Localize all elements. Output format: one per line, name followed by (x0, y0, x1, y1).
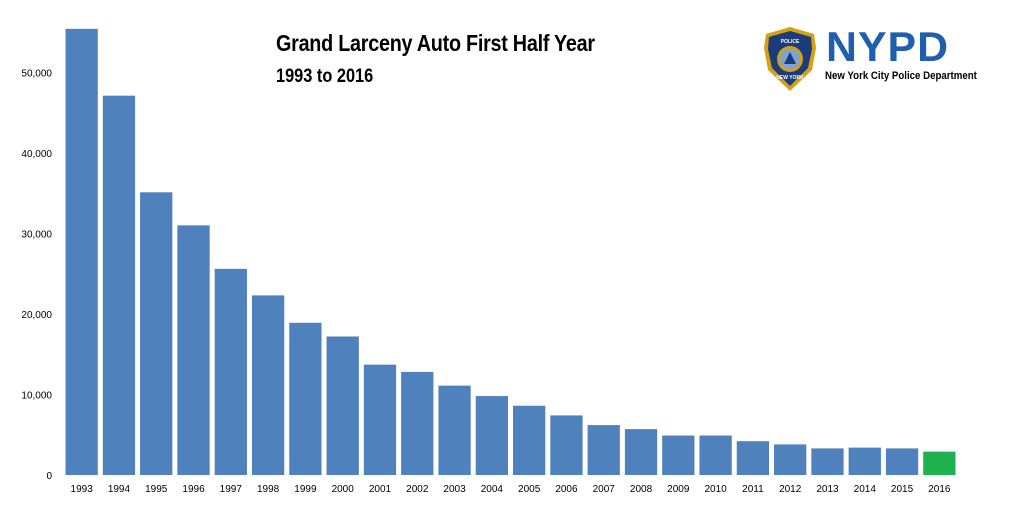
svg-text:POLICE: POLICE (781, 39, 800, 45)
bar-2001 (363, 364, 397, 475)
x-tick-label: 1993 (71, 484, 94, 495)
bar-1993 (65, 28, 98, 476)
bar-2008 (624, 429, 658, 475)
y-tick-label: 0 (46, 471, 52, 482)
nypd-caption: New York City Police Department (825, 70, 977, 82)
bar-2003 (438, 385, 471, 475)
bar-1997 (214, 268, 247, 475)
bar-2005 (513, 405, 546, 475)
svg-text:NEW YORK: NEW YORK (776, 75, 804, 81)
x-tick-label: 2006 (555, 484, 578, 495)
x-tick-label: 2002 (406, 484, 429, 495)
bar-2016 (923, 451, 956, 475)
bars-group (65, 28, 956, 476)
bar-2007 (587, 425, 620, 475)
x-tick-label: 2016 (928, 484, 951, 495)
x-tick-label: 2008 (630, 484, 653, 495)
bar-2010 (699, 435, 732, 475)
y-tick-label: 10,000 (21, 390, 52, 401)
chart-subtitle: 1993 to 2016 (276, 66, 374, 87)
x-tick-label: 1999 (294, 484, 317, 495)
x-tick-label: 1994 (108, 484, 131, 495)
police-badge-icon: POLICE NEW YORK (764, 27, 816, 91)
x-tick-label: 2013 (816, 484, 839, 495)
x-tick-label: 1997 (220, 484, 243, 495)
bar-2015 (885, 448, 919, 475)
bar-1998 (251, 295, 285, 475)
bar-1999 (289, 322, 322, 475)
x-tick-label: 2003 (443, 484, 466, 495)
x-tick-label: 2007 (593, 484, 616, 495)
x-tick-label: 2012 (779, 484, 802, 495)
bar-2000 (326, 336, 359, 475)
x-tick-labels: 1993 1994 1995 1996 1997 1998 1999 2000 2001 2002… (71, 484, 951, 495)
x-tick-label: 1995 (145, 484, 168, 495)
x-tick-label: 1998 (257, 484, 280, 495)
bar-2004 (475, 396, 508, 475)
bar-2009 (662, 435, 695, 475)
x-tick-label: 2010 (704, 484, 727, 495)
y-tick-label: 20,000 (21, 310, 52, 321)
y-tick-label: 50,000 (21, 68, 52, 79)
bar-2012 (774, 444, 807, 475)
x-tick-label: 2000 (332, 484, 355, 495)
x-tick-label: 2011 (742, 484, 764, 495)
bar-2006 (550, 415, 583, 475)
x-tick-label: 2015 (891, 484, 914, 495)
nypd-wordmark: NYPD (826, 23, 950, 70)
y-tick-labels: 0 10,000 20,000 30,000 40,000 50,000 (21, 68, 52, 482)
bar-1994 (102, 95, 136, 476)
bar-2014 (848, 447, 881, 475)
x-tick-label: 2009 (667, 484, 690, 495)
nypd-logo: POLICE NEW YORK NYPD New York City Polic… (762, 23, 977, 94)
bar-2013 (811, 448, 844, 475)
y-tick-label: 30,000 (21, 229, 52, 240)
x-tick-label: 2005 (518, 484, 541, 495)
x-tick-label: 2014 (854, 484, 877, 495)
x-tick-label: 2004 (481, 484, 504, 495)
x-tick-label: 1996 (182, 484, 205, 495)
bar-2002 (401, 371, 434, 475)
x-tick-label: 2001 (369, 484, 392, 495)
bar-1995 (140, 192, 173, 475)
bar-1996 (177, 225, 210, 475)
bar-2011 (736, 441, 770, 475)
chart-title: Grand Larceny Auto First Half Year (276, 30, 595, 56)
y-tick-label: 40,000 (21, 149, 52, 160)
